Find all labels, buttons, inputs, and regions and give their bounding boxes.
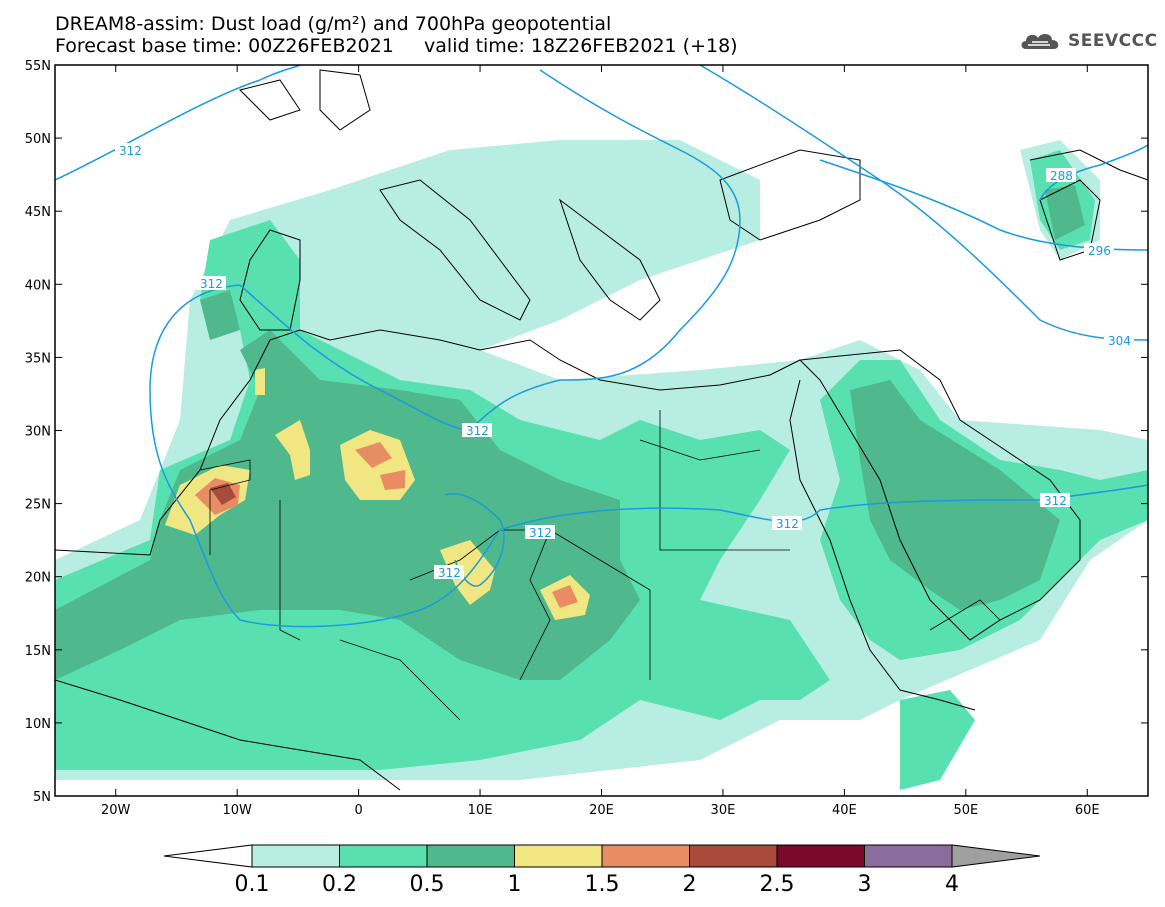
map-subtitle: Forecast base time: 00Z26FEB2021 valid t… [55, 35, 738, 57]
contour-label: 296 [1088, 244, 1111, 258]
colorbar-box [426, 844, 515, 868]
colorbar-box [864, 844, 953, 868]
dust-region-high-nw [200, 290, 240, 340]
lon-label: 30E [711, 803, 736, 818]
dust-region-orange-4 [552, 585, 578, 608]
longitude-axis: 20W 10W 0 10E 20E 30E 40E 50E 60E [101, 65, 1100, 818]
dust-region-high [55, 330, 640, 680]
dust-region-high-caspian [1045, 185, 1085, 240]
colorbar-box [776, 844, 865, 868]
lat-label: 55N [25, 59, 51, 74]
colorbar-box [601, 844, 690, 868]
lon-label: 20E [589, 803, 614, 818]
dust-region-orange-3 [380, 470, 405, 490]
coastlines [55, 69, 1148, 791]
contour-label: 312 [119, 144, 142, 158]
lat-label: 35N [25, 351, 51, 366]
contour-312-loop [444, 493, 505, 587]
lon-label: 60E [1075, 803, 1100, 818]
colorbar-label: 0.1 [235, 872, 270, 897]
colorbar-label: 2.5 [760, 872, 795, 897]
lon-label: 40E [832, 803, 857, 818]
seevccc-logo: SEEVCCC [1018, 28, 1158, 54]
colorbar-label: 0.5 [410, 872, 445, 897]
colorbar-label: 2 [683, 872, 697, 897]
contour-label: 288 [1050, 169, 1073, 183]
lat-label: 30N [25, 425, 51, 440]
dust-region-yellow-6 [255, 368, 265, 395]
colorbar-label: 3 [858, 872, 872, 897]
lat-label: 25N [25, 498, 51, 513]
contour-labels: 312 312 312 312 312 312 288 296 304 312 [115, 143, 1134, 580]
map-title: DREAM8-assim: Dust load (g/m²) and 700hP… [55, 13, 612, 35]
lon-label: 0 [354, 803, 362, 818]
colorbar: 0.1 0.2 0.5 1 1.5 2 2.5 3 4 [163, 844, 1041, 897]
lon-label: 10W [222, 803, 252, 818]
colorbar-high-triangle [951, 844, 1041, 868]
contour-label: 312 [776, 517, 799, 531]
colorbar-label: 4 [945, 872, 959, 897]
logo-text: SEEVCCC [1068, 31, 1158, 51]
lat-label: 20N [25, 571, 51, 586]
lon-label: 20W [101, 803, 131, 818]
contour-312-main [149, 284, 1148, 628]
contour-label: 312 [1044, 494, 1067, 508]
colorbar-label: 1.5 [585, 872, 620, 897]
colorbar-box [339, 844, 428, 868]
contour-312-inner [239, 69, 741, 431]
dust-region-yellow-4 [440, 540, 495, 605]
lon-label: 10E [468, 803, 493, 818]
contour-label: 312 [200, 277, 223, 291]
colorbar-label: 0.2 [322, 872, 357, 897]
dust-region-orange-2 [355, 442, 392, 468]
dust-region-medium-east [900, 690, 975, 790]
contour-label: 312 [466, 424, 489, 438]
lon-label: 50E [953, 803, 978, 818]
latitude-axis: 55N 50N 45N 40N 35N 30N 25N 20N 15N 10N 5N [25, 59, 1148, 805]
dust-region-high-arabia [850, 380, 1060, 610]
cloud-logo-icon [1021, 34, 1059, 49]
lat-label: 50N [25, 132, 51, 147]
colorbar-label: 1 [508, 872, 522, 897]
contour-label: 312 [529, 526, 552, 540]
contour-312-north [55, 65, 301, 181]
lat-label: 10N [25, 717, 51, 732]
lat-label: 45N [25, 205, 51, 220]
lat-label: 40N [25, 278, 51, 293]
colorbar-box [251, 844, 340, 868]
lat-label: 15N [25, 644, 51, 659]
lat-label: 5N [33, 790, 51, 805]
colorbar-low-triangle [163, 844, 253, 868]
contour-304 [699, 65, 1148, 341]
contour-label: 312 [438, 566, 461, 580]
contour-label: 304 [1108, 334, 1131, 348]
contour-288 [1039, 144, 1148, 201]
colorbar-box [514, 844, 603, 868]
dust-region-yellow-2 [275, 420, 310, 480]
colorbar-box [689, 844, 778, 868]
dust-field [55, 65, 1148, 796]
